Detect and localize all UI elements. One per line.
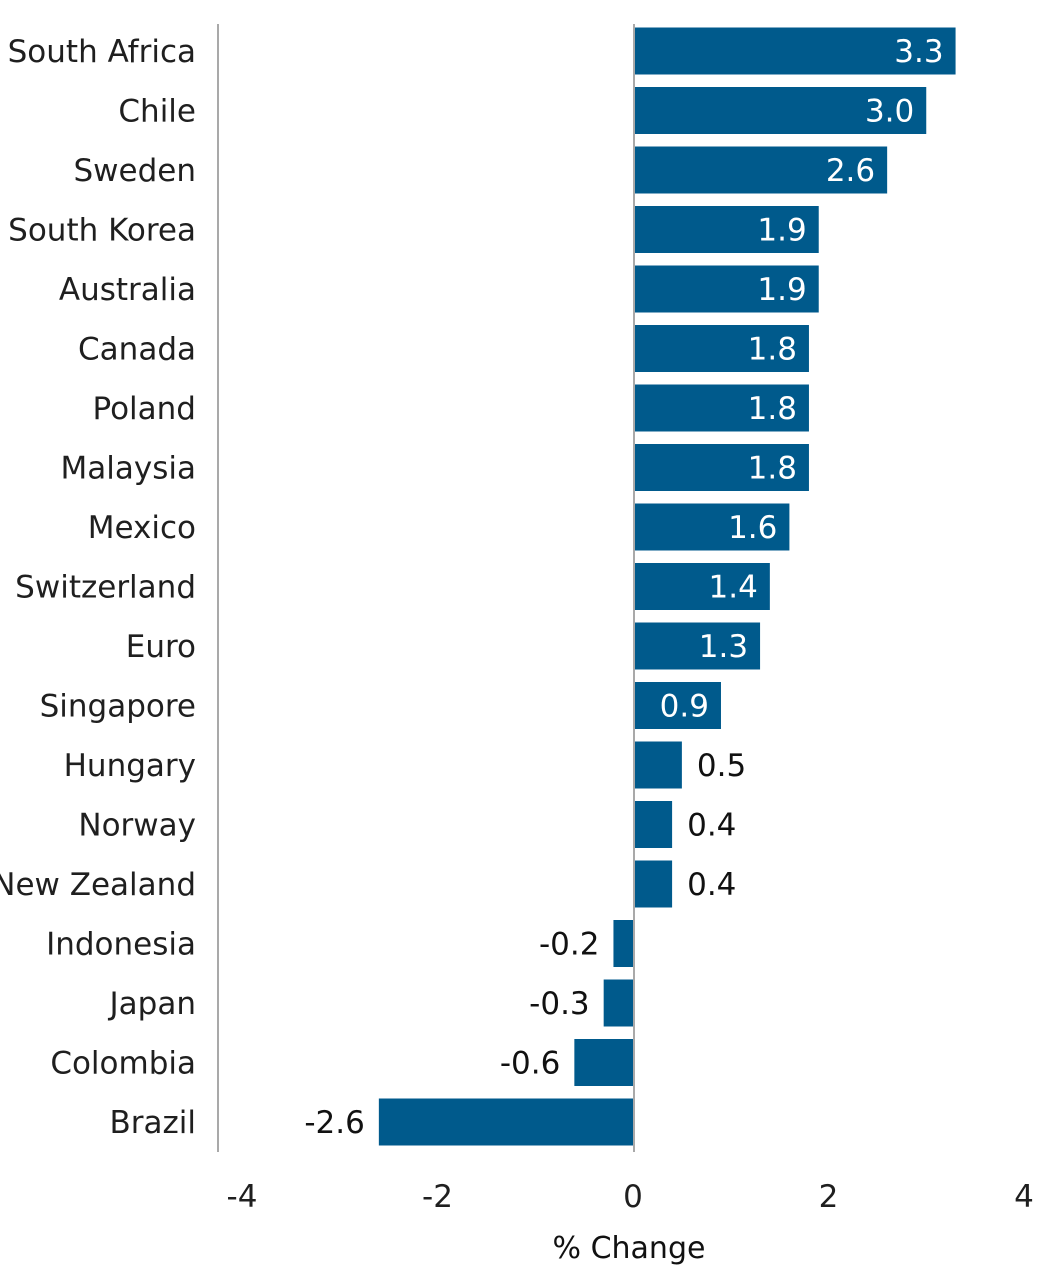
category-label-euro: Euro	[126, 629, 196, 665]
bar-singapore	[633, 682, 721, 729]
category-label-south-africa: South Africa	[8, 34, 196, 70]
category-label-singapore: Singapore	[40, 689, 196, 725]
category-label-mexico: Mexico	[88, 510, 196, 546]
value-label-malaysia: 1.8	[748, 451, 797, 487]
bar-japan	[603, 979, 633, 1027]
value-label-sweden: 2.6	[826, 153, 875, 189]
bar-south-korea	[633, 206, 819, 253]
value-label-norway: 0.4	[687, 808, 736, 844]
value-label-brazil: -2.6	[304, 1105, 365, 1141]
category-label-norway: Norway	[78, 808, 196, 844]
bar-hungary	[633, 741, 682, 789]
x-tick-label: -4	[227, 1179, 258, 1215]
category-label-malaysia: Malaysia	[61, 451, 196, 487]
bar-new-zealand	[633, 860, 673, 908]
bar-mexico	[633, 503, 790, 551]
category-label-hungary: Hungary	[64, 748, 196, 784]
bar-sweden	[633, 146, 888, 194]
x-tick-label: 2	[819, 1179, 839, 1215]
labels-layer: South Africa 3.3 Chile 3.0 Sweden 2.6 South Ko…	[0, 34, 944, 1141]
x-tick-label: 0	[623, 1179, 643, 1215]
category-label-switzerland: Switzerland	[15, 570, 196, 606]
bar-malaysia	[633, 444, 809, 491]
bar-poland	[633, 384, 809, 432]
category-label-australia: Australia	[59, 272, 196, 308]
value-label-canada: 1.8	[748, 332, 797, 368]
value-label-colombia: -0.6	[500, 1046, 561, 1082]
value-label-japan: -0.3	[529, 986, 590, 1022]
x-tick-label: 4	[1014, 1179, 1034, 1215]
bar-indonesia	[613, 920, 633, 967]
category-label-indonesia: Indonesia	[46, 927, 196, 963]
value-label-chile: 3.0	[865, 94, 914, 130]
bar-norway	[633, 801, 673, 848]
x-tick-label: -2	[422, 1179, 453, 1215]
value-label-australia: 1.9	[757, 272, 806, 308]
value-label-hungary: 0.5	[697, 748, 746, 784]
category-label-colombia: Colombia	[50, 1046, 196, 1082]
bar-brazil	[378, 1098, 633, 1146]
value-label-south-korea: 1.9	[757, 213, 806, 249]
category-label-new-zealand: New Zealand	[0, 867, 196, 903]
value-label-south-africa: 3.3	[894, 34, 943, 70]
category-label-chile: Chile	[118, 94, 196, 130]
value-label-mexico: 1.6	[728, 510, 777, 546]
x-axis-ticks: -4 -2 0 2 4	[227, 1179, 1034, 1215]
category-label-sweden: Sweden	[73, 153, 196, 189]
category-label-japan: Japan	[108, 986, 196, 1022]
bars-layer	[378, 27, 956, 1146]
category-label-canada: Canada	[78, 332, 196, 368]
bar-chile	[633, 87, 927, 134]
value-label-euro: 1.3	[699, 629, 748, 665]
value-label-singapore: 0.9	[660, 689, 709, 725]
bar-south-africa	[633, 27, 956, 75]
value-label-switzerland: 1.4	[709, 570, 758, 606]
category-label-south-korea: South Korea	[8, 213, 196, 249]
bar-switzerland	[633, 563, 770, 610]
x-axis-title: % Change	[553, 1231, 706, 1266]
value-label-poland: 1.8	[748, 391, 797, 427]
category-label-poland: Poland	[93, 391, 197, 427]
bar-euro	[633, 622, 761, 670]
value-label-indonesia: -0.2	[539, 927, 600, 963]
category-label-brazil: Brazil	[109, 1105, 196, 1141]
value-label-new-zealand: 0.4	[687, 867, 736, 903]
bar-australia	[633, 265, 819, 313]
bar-canada	[633, 325, 809, 372]
bar-colombia	[574, 1039, 633, 1086]
